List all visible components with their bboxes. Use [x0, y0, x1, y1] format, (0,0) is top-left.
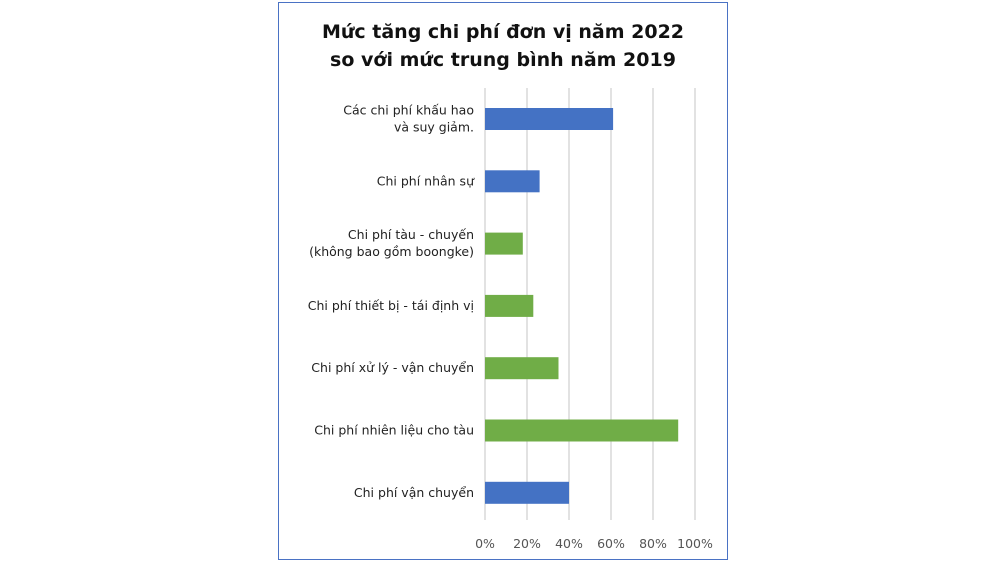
category-label: (không bao gồm boongke): [309, 244, 474, 259]
bar: [485, 232, 523, 255]
chart-title-line-1: Mức tăng chi phí đơn vị năm 2022: [321, 21, 685, 43]
category-label: Chi phí vận chuyển: [354, 485, 474, 500]
category-label: Chi phí nhân sự: [377, 173, 475, 188]
category-label: Các chi phí khấu hao: [343, 103, 474, 118]
category-label: Chi phí tàu - chuyến: [348, 227, 474, 242]
category-label: Chi phí thiết bị - tái định vị: [308, 298, 474, 313]
chart-title-line-2: so với mức trung bình năm 2019: [330, 49, 676, 71]
bar: [485, 357, 559, 380]
x-tick-label: 0%: [475, 536, 495, 551]
x-tick-label: 80%: [639, 536, 667, 551]
bar: [485, 481, 569, 504]
chart-title: Mức tăng chi phí đơn vị năm 2022 so với …: [278, 18, 728, 74]
category-label: Chi phí nhiên liệu cho tàu: [314, 423, 474, 438]
bar: [485, 294, 534, 317]
category-label: Chi phí xử lý - vận chuyển: [311, 360, 474, 375]
x-tick-label: 20%: [513, 536, 541, 551]
x-tick-label: 40%: [555, 536, 583, 551]
x-tick-label: 100%: [677, 536, 713, 551]
bar: [485, 419, 679, 442]
bar: [485, 170, 540, 193]
bar: [485, 108, 614, 130]
x-tick-label: 60%: [597, 536, 625, 551]
category-label: và suy giảm.: [394, 120, 474, 135]
